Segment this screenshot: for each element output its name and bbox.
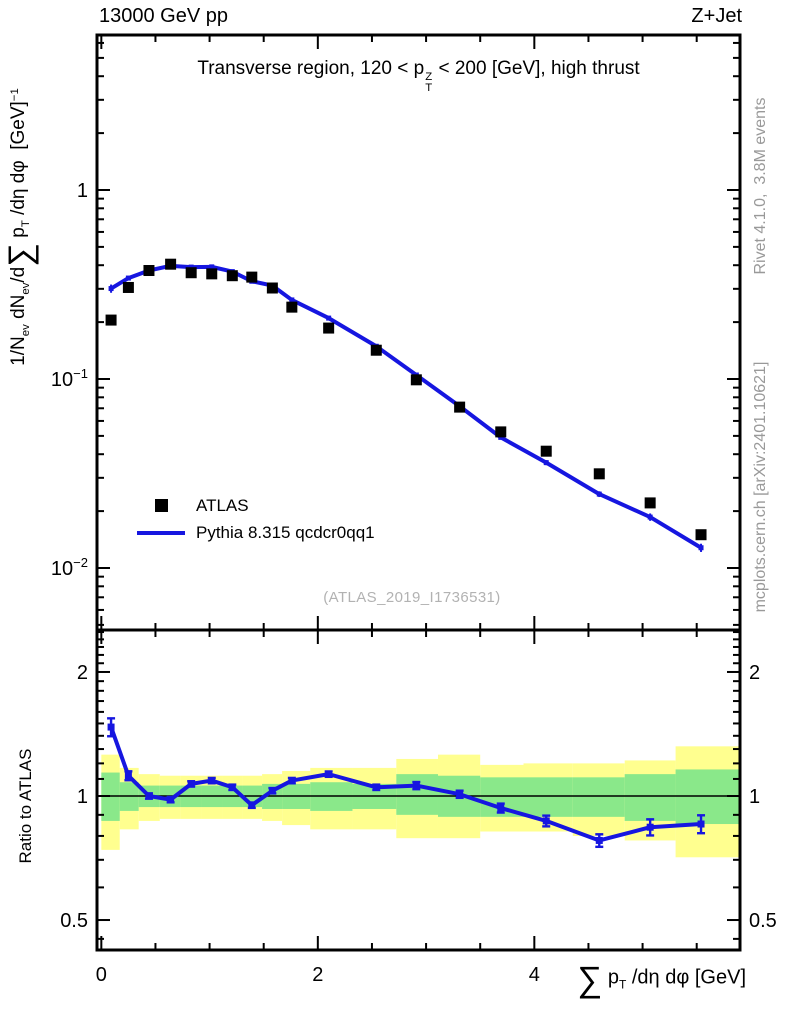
svg-text:2: 2 xyxy=(749,662,760,684)
legend-entry-mc: Pythia 8.315 qcdcr0qq1 xyxy=(135,519,375,546)
svg-text:2: 2 xyxy=(312,964,323,986)
y-axis-title: 1/Nev dNev/d∑ pT /dη dφ [GeV]−1 xyxy=(2,88,40,366)
ratio-uncertainty-bands xyxy=(101,746,740,858)
x-axis-title: ∑ pT /dη dφ [GeV] xyxy=(577,960,746,999)
svg-text:10−1: 10−1 xyxy=(51,366,88,391)
mcplots-site-label: mcplots.cern.ch [arXiv:2401.10621] xyxy=(752,361,769,613)
mc-marker-swatch xyxy=(135,530,187,535)
legend: ATLAS Pythia 8.315 qcdcr0qq1 xyxy=(135,492,375,546)
panel-frames xyxy=(95,33,742,952)
blue-line-icon xyxy=(137,530,185,535)
svg-text:1: 1 xyxy=(749,786,760,808)
legend-label-data: ATLAS xyxy=(196,495,249,515)
legend-entry-data: ATLAS xyxy=(135,492,375,519)
svg-text:2: 2 xyxy=(77,662,88,684)
legend-label-mc: Pythia 8.315 qcdcr0qq1 xyxy=(196,522,375,542)
analysis-id-watermark: (ATLAS_2019_I1736531) xyxy=(323,589,501,606)
beam-energy-label: 13000 GeV pp xyxy=(99,5,228,27)
axis-ticks xyxy=(97,35,740,950)
ratio-y-axis-title: Ratio to ATLAS xyxy=(16,748,35,864)
data-points xyxy=(105,258,707,541)
rivet-version-label: Rivet 4.1.0, 3.8M events xyxy=(752,97,769,275)
black-square-icon xyxy=(154,499,168,512)
svg-text:1: 1 xyxy=(77,180,88,202)
tick-labels: 1 10−1 10−2 2 2 1 1 0.5 0.5 0 2 4 xyxy=(51,180,777,986)
data-marker-swatch xyxy=(135,499,187,512)
svg-text:0.5: 0.5 xyxy=(60,910,88,932)
svg-text:10−2: 10−2 xyxy=(51,555,88,580)
svg-text:0: 0 xyxy=(96,964,107,986)
svg-text:1: 1 xyxy=(77,786,88,808)
svg-text:4: 4 xyxy=(529,964,540,986)
process-label: Z+Jet xyxy=(691,5,742,27)
svg-text:0.5: 0.5 xyxy=(749,910,777,932)
ratio-mc-curve xyxy=(107,717,706,849)
